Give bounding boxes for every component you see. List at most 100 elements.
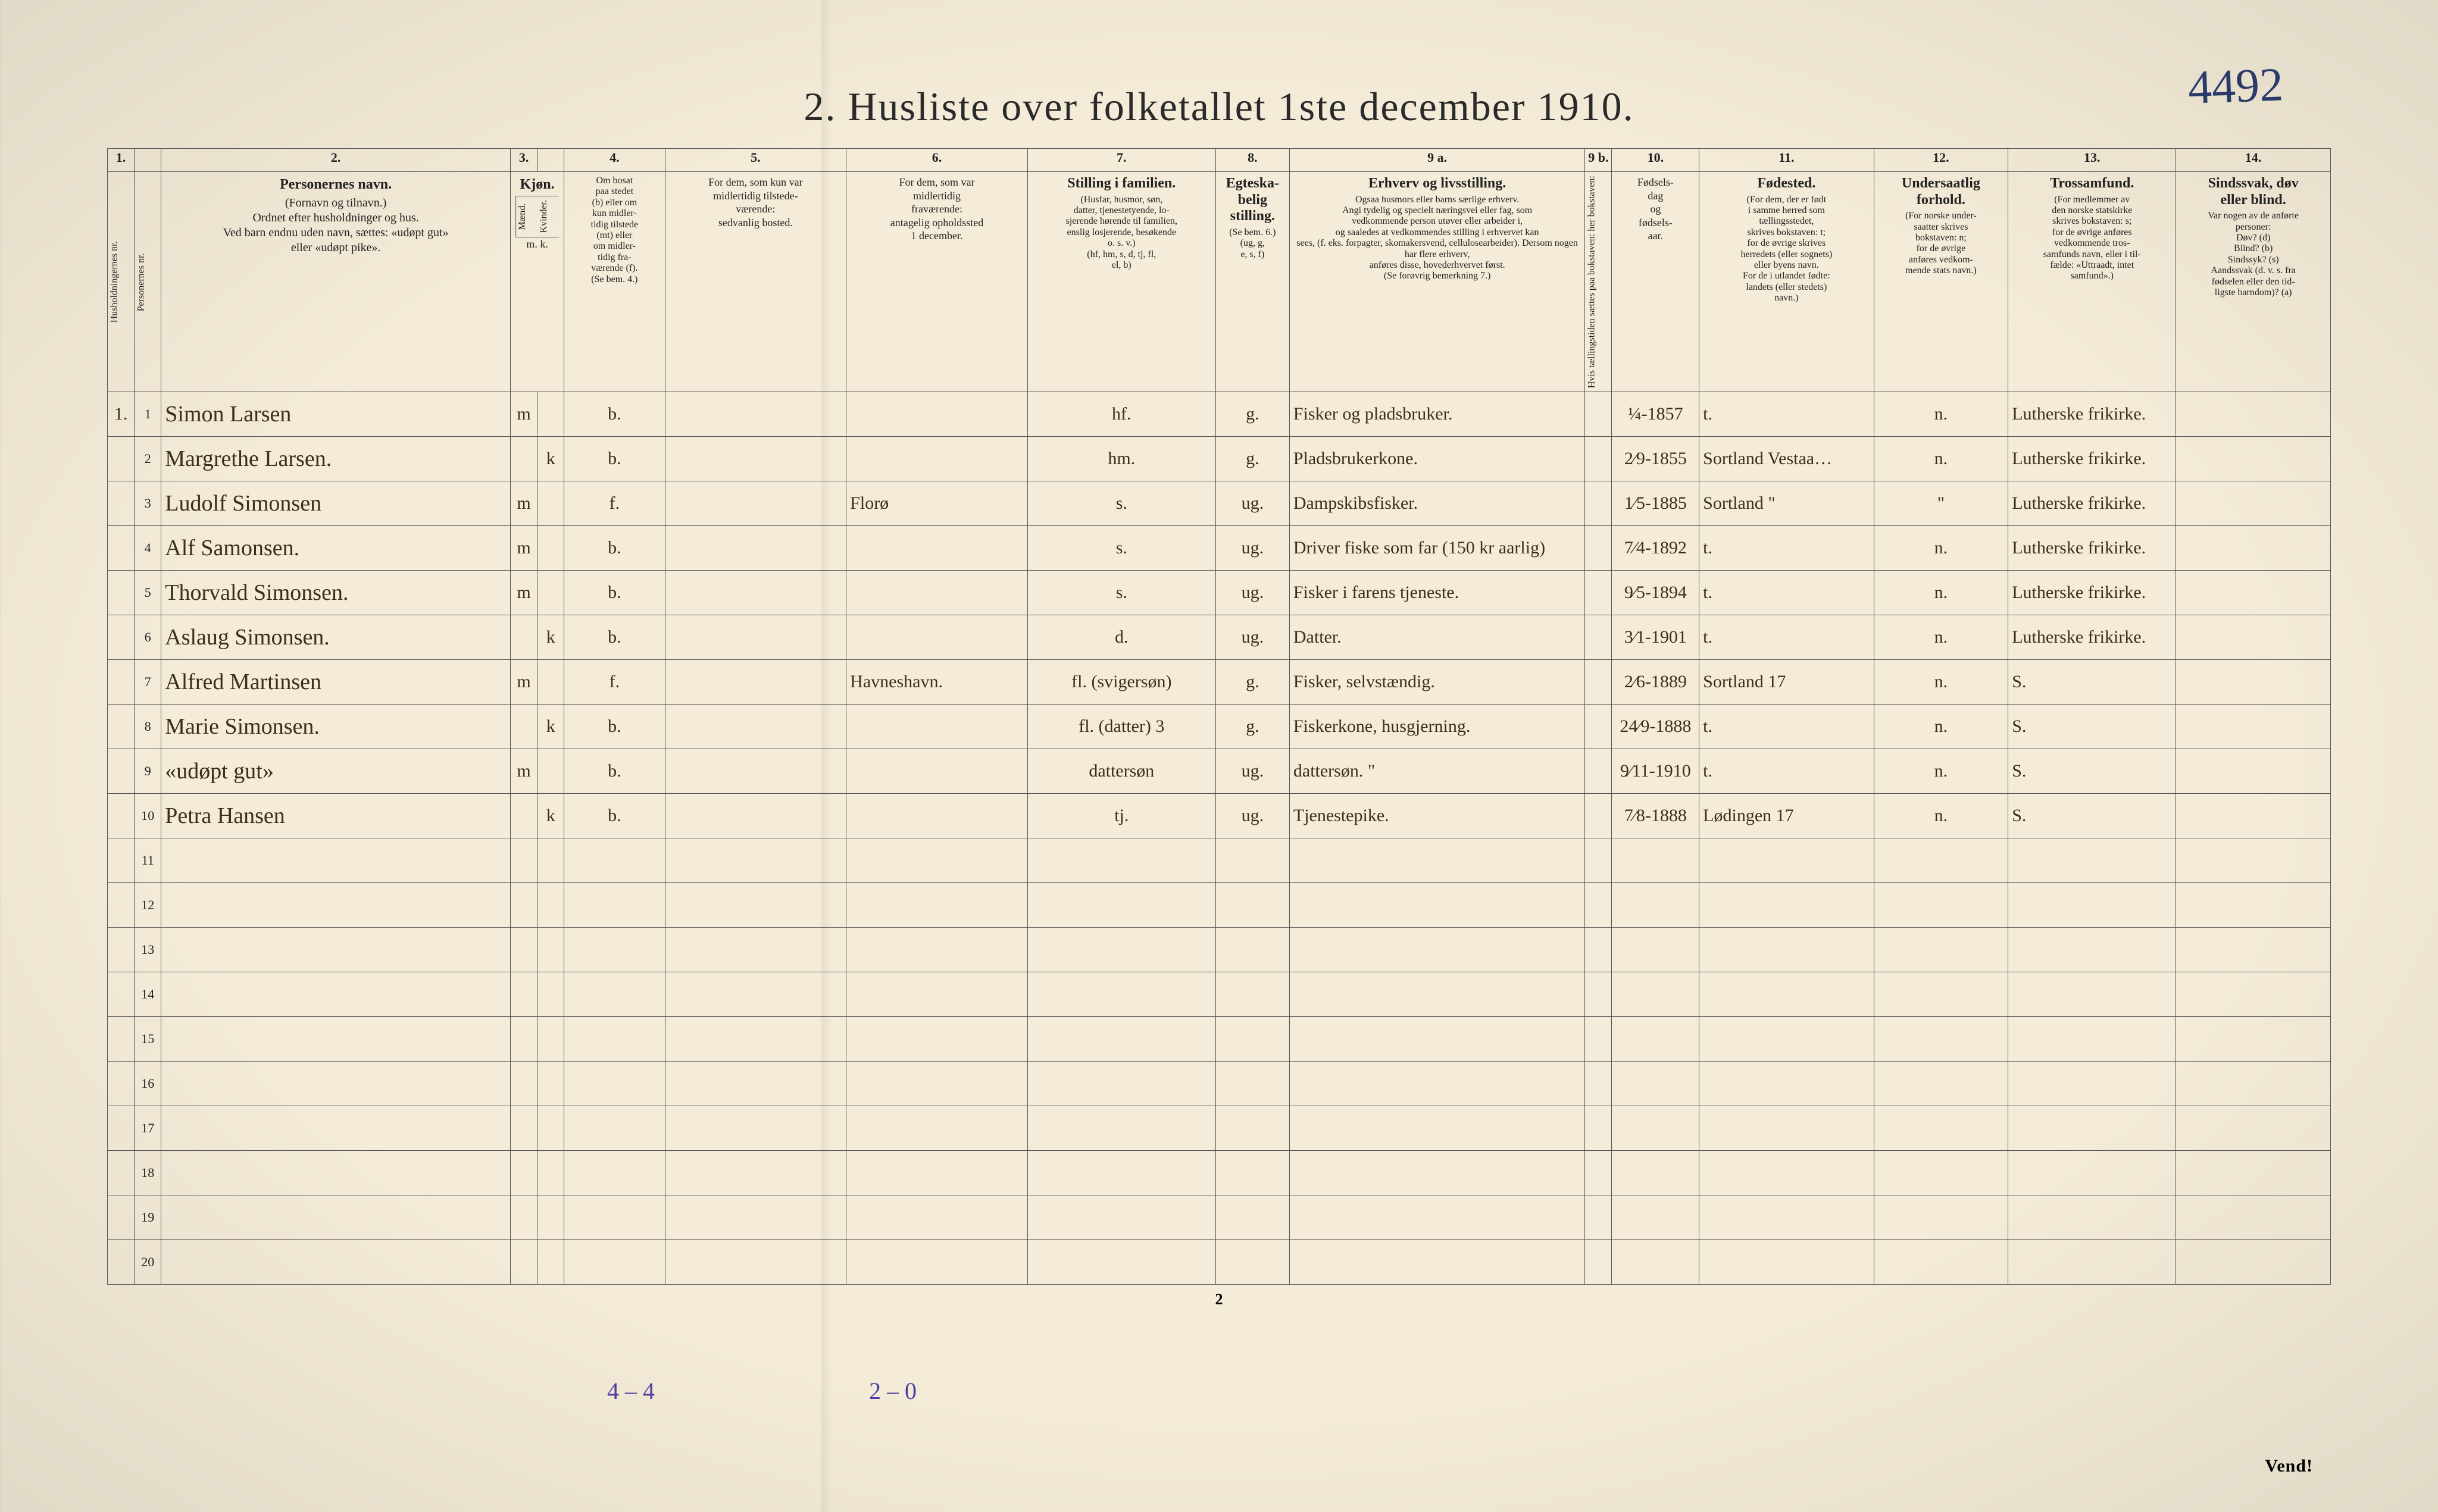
cell — [2008, 1151, 2176, 1195]
cell — [665, 972, 846, 1017]
cell: Lutherske frikirke. — [2008, 615, 2176, 660]
cell: 9 — [135, 749, 161, 794]
header-col8-main: Egteska- belig stilling. — [1221, 176, 1284, 225]
cell — [1585, 794, 1612, 838]
cell — [2176, 481, 2331, 526]
cell — [2008, 1017, 2176, 1062]
table-row: 12 — [108, 883, 2331, 928]
cell: k — [537, 794, 564, 838]
cell: Lødingen 17 — [1699, 794, 1874, 838]
table-row: 3Ludolf Simonsenmf.Florøs.ug.Dampskibsfi… — [108, 481, 2331, 526]
cell — [1699, 838, 1874, 883]
cell — [1215, 1062, 1289, 1106]
header-person-nr: Personernes nr. — [135, 172, 161, 392]
cell: 1 — [135, 392, 161, 437]
cell — [1874, 838, 2008, 883]
cell — [1027, 883, 1215, 928]
cell: m — [511, 392, 537, 437]
cell — [161, 1240, 511, 1285]
cell — [2176, 838, 2331, 883]
cell — [1585, 705, 1612, 749]
cell: Fisker, selvstændig. — [1289, 660, 1584, 705]
census-table: 1. 2. 3. 4. 5. 6. 7. 8. 9 a. 9 b. 10. 11… — [107, 148, 2331, 1285]
cell — [1585, 1195, 1612, 1240]
cell — [108, 1062, 135, 1106]
cell — [564, 928, 665, 972]
census-page: 4492 2. Husliste over folketallet 1ste d… — [0, 0, 2438, 1512]
cell — [161, 972, 511, 1017]
colnum: 7. — [1027, 149, 1215, 172]
cell — [2008, 838, 2176, 883]
column-number-row: 1. 2. 3. 4. 5. 6. 7. 8. 9 a. 9 b. 10. 11… — [108, 149, 2331, 172]
cell — [2008, 1106, 2176, 1151]
cell — [537, 526, 564, 571]
cell: n. — [1874, 392, 2008, 437]
cell — [537, 1240, 564, 1285]
cell — [1612, 1195, 1699, 1240]
cell — [161, 883, 511, 928]
cell: ug. — [1215, 526, 1289, 571]
cell — [1215, 972, 1289, 1017]
cell — [1874, 883, 2008, 928]
table-row: 8Marie Simonsen.kb.fl. (datter) 3g.Fiske… — [108, 705, 2331, 749]
header-sex-m: Mænd. — [515, 196, 537, 237]
page-number: 2 — [107, 1291, 2331, 1308]
cell — [846, 705, 1028, 749]
cell — [511, 1062, 537, 1106]
cell — [1027, 972, 1215, 1017]
cell: ug. — [1215, 615, 1289, 660]
cell: g. — [1215, 705, 1289, 749]
header-col8-sub: (Se bem. 6.) (ug, g, e, s, f) — [1229, 227, 1276, 259]
header-col9a: Erhverv og livsstilling. Ogsaa husmors e… — [1289, 172, 1584, 392]
header-col11-main: Fødested. — [1704, 176, 1868, 192]
cell — [846, 571, 1028, 615]
header-name-main: Personernes navn. — [166, 176, 505, 193]
cell: Lutherske frikirke. — [2008, 437, 2176, 481]
cell — [1289, 928, 1584, 972]
cell — [564, 1195, 665, 1240]
cell — [846, 972, 1028, 1017]
cell — [1699, 1106, 1874, 1151]
cell — [108, 1195, 135, 1240]
cell: s. — [1027, 481, 1215, 526]
cell — [665, 928, 846, 972]
cell — [564, 838, 665, 883]
cell — [846, 883, 1028, 928]
cell: Fisker i farens tjeneste. — [1289, 571, 1584, 615]
cell: b. — [564, 794, 665, 838]
cell — [1612, 883, 1699, 928]
cell — [846, 615, 1028, 660]
cell — [846, 1195, 1028, 1240]
cell — [537, 883, 564, 928]
cell — [665, 481, 846, 526]
cell — [2176, 1106, 2331, 1151]
cell — [108, 437, 135, 481]
cell — [1612, 1151, 1699, 1195]
table-row: 11 — [108, 838, 2331, 883]
cell: Havneshavn. — [846, 660, 1028, 705]
cell — [2008, 1195, 2176, 1240]
cell: 7⁄4-1892 — [1612, 526, 1699, 571]
colnum: 1. — [108, 149, 135, 172]
cell: Florø — [846, 481, 1028, 526]
header-col13-sub: (For medlemmer av den norske statskirke … — [2043, 195, 2141, 281]
cell: S. — [2008, 749, 2176, 794]
cell: n. — [1874, 615, 2008, 660]
cell — [846, 392, 1028, 437]
table-row: 20 — [108, 1240, 2331, 1285]
cell — [1699, 1017, 1874, 1062]
cell — [665, 1151, 846, 1195]
cell — [537, 1151, 564, 1195]
cell: ug. — [1215, 794, 1289, 838]
cell: 17 — [135, 1106, 161, 1151]
cell — [665, 571, 846, 615]
header-col8: Egteska- belig stilling. (Se bem. 6.) (u… — [1215, 172, 1289, 392]
cell — [1612, 838, 1699, 883]
cell: g. — [1215, 660, 1289, 705]
header-col7: Stilling i familien. (Husfar, husmor, sø… — [1027, 172, 1215, 392]
cell: m — [511, 571, 537, 615]
cell: Sortland " — [1699, 481, 1874, 526]
bottom-annotation: 2 – 0 — [869, 1377, 917, 1405]
header-sex-mk: m. k. — [515, 237, 559, 251]
cell: Marie Simonsen. — [161, 705, 511, 749]
